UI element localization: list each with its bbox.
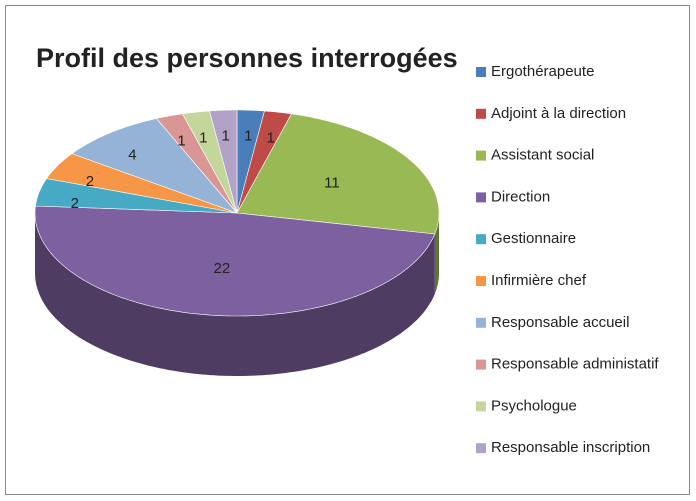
data-label: 2 (71, 195, 79, 212)
data-label: 1 (222, 128, 230, 145)
slice (236, 113, 440, 235)
legend-label: Gestionnaire (491, 230, 576, 247)
legend-label: Assistant social (491, 147, 594, 164)
slice-side (35, 213, 435, 376)
data-label: 1 (199, 129, 207, 146)
legend-swatch (476, 108, 486, 119)
legend-label: Responsable administatif (491, 356, 659, 373)
chart-title: Profil des personnes interrogées (36, 43, 458, 73)
slice-side (434, 213, 439, 294)
data-label: 1 (177, 132, 185, 149)
legend-swatch (476, 234, 486, 245)
data-label: 22 (214, 260, 231, 277)
legend-label: Direction (491, 188, 550, 205)
legend-label: Psychologue (491, 397, 577, 414)
data-label: 11 (324, 175, 340, 192)
slice (35, 178, 238, 214)
slice (155, 113, 238, 214)
slice (46, 153, 238, 214)
legend-label: Responsable inscription (491, 439, 650, 456)
legend-swatch (476, 192, 486, 203)
slice (71, 118, 238, 214)
slice (236, 110, 292, 214)
legend-swatch (476, 67, 486, 77)
legend-swatch (476, 359, 486, 370)
legend-label: Responsable accueil (491, 314, 629, 331)
slice (182, 110, 238, 214)
legend-swatch (476, 443, 486, 454)
legend-label: Infirmière chef (491, 272, 587, 289)
slice (34, 205, 436, 317)
data-label: 1 (244, 128, 252, 145)
slice (209, 109, 238, 214)
data-label: 2 (86, 173, 94, 190)
legend-label: Ergothérapeute (491, 63, 594, 80)
legend-swatch (476, 276, 486, 286)
legend-label: Adjoint à la direction (491, 105, 626, 122)
legend-swatch (476, 317, 486, 328)
data-label: 1 (267, 129, 275, 146)
data-label: 4 (128, 146, 136, 163)
legend: Ergothérapeute Adjoint à la direction Assi… (476, 63, 659, 456)
legend-swatch (476, 401, 486, 412)
legend-swatch (476, 150, 486, 161)
